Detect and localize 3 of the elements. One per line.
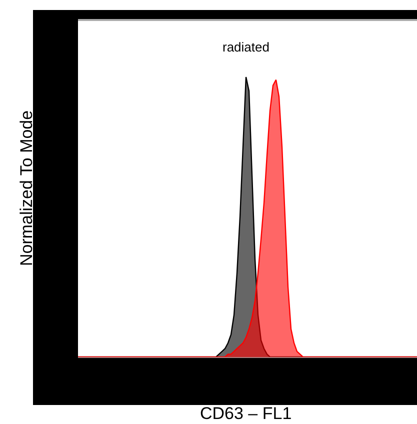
- y-axis-title: Normalized To Mode: [17, 110, 36, 266]
- x-axis-title: CD63 – FL1: [200, 404, 292, 423]
- chart-title: radiated: [222, 40, 270, 55]
